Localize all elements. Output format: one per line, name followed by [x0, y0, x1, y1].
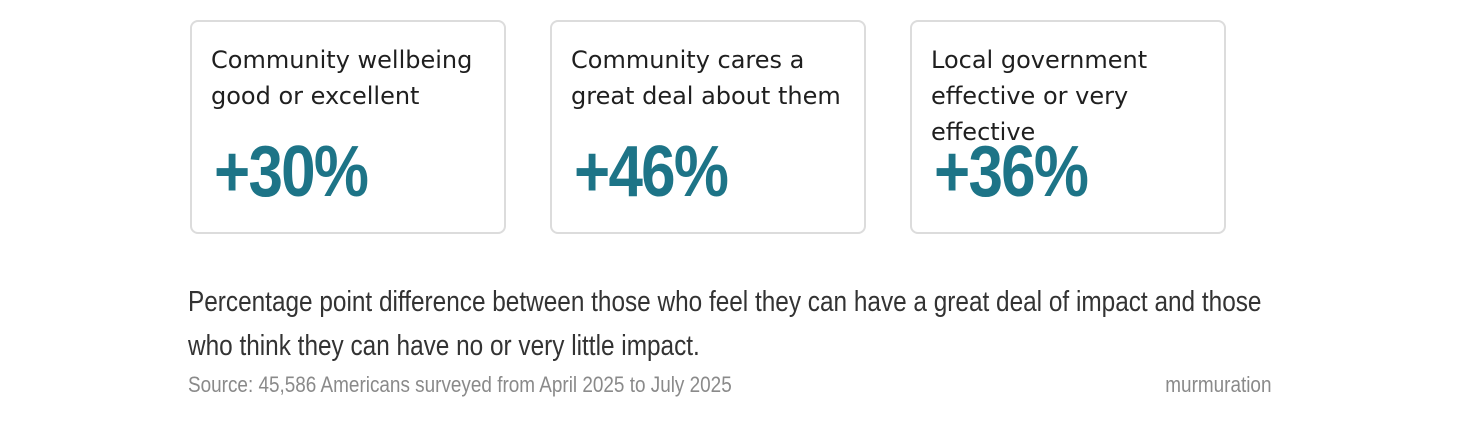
source-note: Source: 45,586 Americans surveyed from A… — [188, 372, 732, 397]
stat-card-community-cares: Community cares a great deal about them … — [550, 20, 866, 234]
chart-caption: Percentage point difference between thos… — [188, 286, 1262, 362]
stat-card-local-government: Local government effective or very effec… — [910, 20, 1226, 234]
brand-logo-text: murmuration — [1164, 372, 1271, 397]
stat-cards: Community wellbeing good or excellent +3… — [190, 20, 1270, 238]
stat-card-label: Community cares a great deal about them — [571, 46, 841, 110]
stat-card-label: Community wellbeing good or excellent — [211, 46, 473, 110]
stat-card-value: +36% — [934, 132, 1089, 212]
stat-card-community-wellbeing: Community wellbeing good or excellent +3… — [190, 20, 506, 234]
stat-card-label: Local government effective or very effec… — [931, 46, 1148, 146]
stat-card-value: +30% — [214, 132, 369, 212]
stat-card-value: +46% — [574, 132, 729, 212]
